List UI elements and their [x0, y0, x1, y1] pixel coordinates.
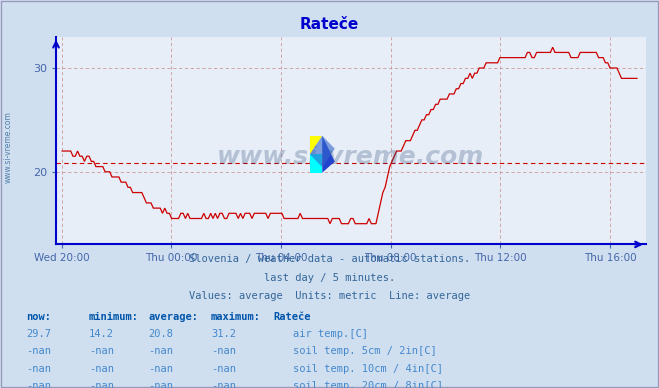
Text: maximum:: maximum:: [211, 312, 261, 322]
Text: soil temp. 20cm / 8in[C]: soil temp. 20cm / 8in[C]: [293, 381, 444, 388]
Text: 29.7: 29.7: [26, 329, 51, 340]
Text: -nan: -nan: [89, 346, 114, 357]
Polygon shape: [322, 136, 335, 173]
Text: -nan: -nan: [26, 346, 51, 357]
Text: Slovenia / weather data - automatic stations.: Slovenia / weather data - automatic stat…: [189, 254, 470, 264]
Text: Rateče: Rateče: [300, 17, 359, 33]
Text: Rateče: Rateče: [273, 312, 311, 322]
Text: soil temp. 5cm / 2in[C]: soil temp. 5cm / 2in[C]: [293, 346, 437, 357]
Text: -nan: -nan: [211, 381, 236, 388]
Text: 20.8: 20.8: [148, 329, 173, 340]
Text: www.si-vreme.com: www.si-vreme.com: [3, 111, 13, 184]
Text: -nan: -nan: [89, 381, 114, 388]
Text: -nan: -nan: [26, 381, 51, 388]
Text: air temp.[C]: air temp.[C]: [293, 329, 368, 340]
Text: 31.2: 31.2: [211, 329, 236, 340]
Polygon shape: [310, 154, 322, 173]
Polygon shape: [310, 136, 335, 167]
Text: -nan: -nan: [89, 364, 114, 374]
Text: -nan: -nan: [211, 346, 236, 357]
Text: 14.2: 14.2: [89, 329, 114, 340]
Text: www.si-vreme.com: www.si-vreme.com: [217, 145, 484, 169]
Text: Values: average  Units: metric  Line: average: Values: average Units: metric Line: aver…: [189, 291, 470, 301]
Text: minimum:: minimum:: [89, 312, 139, 322]
Text: -nan: -nan: [148, 364, 173, 374]
Text: -nan: -nan: [26, 364, 51, 374]
Text: now:: now:: [26, 312, 51, 322]
Text: average:: average:: [148, 312, 198, 322]
Text: last day / 5 minutes.: last day / 5 minutes.: [264, 273, 395, 283]
Polygon shape: [310, 136, 322, 154]
Text: soil temp. 10cm / 4in[C]: soil temp. 10cm / 4in[C]: [293, 364, 444, 374]
Text: -nan: -nan: [148, 381, 173, 388]
Text: -nan: -nan: [148, 346, 173, 357]
Text: -nan: -nan: [211, 364, 236, 374]
